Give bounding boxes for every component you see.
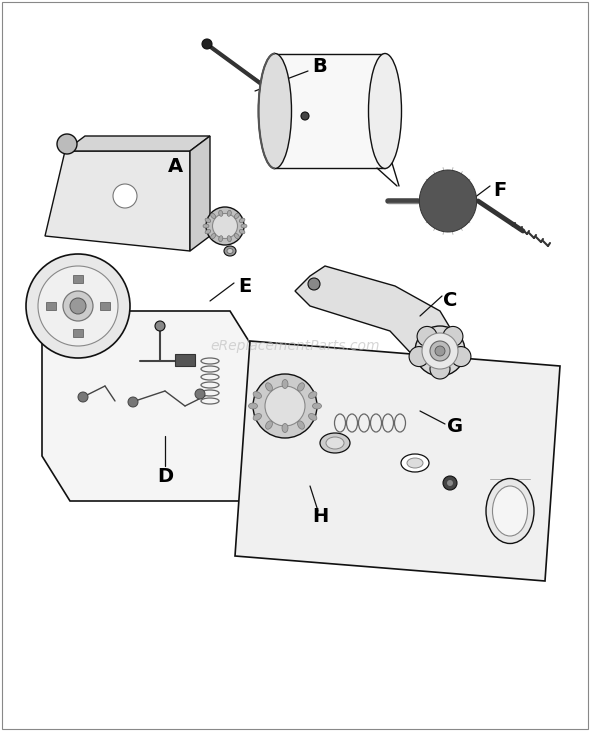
Text: A: A (168, 156, 182, 175)
Ellipse shape (309, 414, 317, 420)
Bar (46, 302, 56, 310)
Circle shape (430, 359, 450, 379)
Circle shape (422, 333, 458, 369)
Ellipse shape (241, 224, 247, 228)
Circle shape (113, 184, 137, 208)
Ellipse shape (309, 392, 317, 398)
Text: eReplacementParts.com: eReplacementParts.com (210, 339, 380, 353)
Ellipse shape (205, 230, 211, 234)
Ellipse shape (407, 458, 423, 468)
Text: G: G (447, 417, 463, 436)
Ellipse shape (234, 233, 240, 239)
Polygon shape (190, 136, 210, 251)
Circle shape (451, 346, 471, 366)
Polygon shape (419, 170, 477, 232)
Ellipse shape (266, 421, 273, 429)
Ellipse shape (266, 383, 273, 391)
Ellipse shape (253, 392, 261, 398)
Circle shape (447, 480, 453, 486)
Circle shape (63, 291, 93, 321)
Text: C: C (443, 292, 457, 311)
Ellipse shape (206, 207, 244, 245)
Circle shape (38, 266, 118, 346)
Polygon shape (42, 311, 255, 501)
Circle shape (443, 476, 457, 490)
Ellipse shape (234, 213, 240, 219)
Polygon shape (65, 136, 210, 151)
Circle shape (415, 326, 465, 376)
Ellipse shape (253, 414, 261, 420)
Polygon shape (295, 266, 455, 369)
Ellipse shape (493, 486, 527, 536)
Ellipse shape (219, 235, 223, 242)
Ellipse shape (369, 53, 402, 169)
Text: D: D (157, 466, 173, 485)
Polygon shape (235, 341, 560, 581)
Bar (73, 275, 83, 283)
Ellipse shape (219, 211, 223, 216)
Circle shape (308, 278, 320, 290)
Circle shape (265, 386, 305, 426)
Circle shape (195, 389, 205, 399)
Text: H: H (312, 507, 328, 526)
Ellipse shape (320, 433, 350, 453)
Ellipse shape (211, 213, 215, 219)
Circle shape (155, 321, 165, 331)
Text: F: F (493, 181, 507, 200)
Ellipse shape (240, 218, 245, 222)
Ellipse shape (282, 423, 288, 433)
Circle shape (78, 392, 88, 402)
Circle shape (409, 346, 429, 366)
Circle shape (417, 327, 437, 346)
Ellipse shape (282, 379, 288, 388)
Ellipse shape (486, 479, 534, 544)
Ellipse shape (211, 233, 215, 239)
Circle shape (430, 341, 450, 361)
Text: B: B (313, 56, 327, 75)
Bar (73, 329, 83, 337)
Ellipse shape (205, 218, 211, 222)
Ellipse shape (227, 249, 233, 254)
Circle shape (57, 134, 77, 154)
Ellipse shape (401, 454, 429, 472)
Ellipse shape (212, 213, 238, 238)
Ellipse shape (227, 211, 231, 216)
Bar (100, 302, 110, 310)
Circle shape (443, 327, 463, 346)
Circle shape (26, 254, 130, 358)
Circle shape (70, 298, 86, 314)
Bar (175, 354, 195, 366)
Ellipse shape (326, 437, 344, 449)
Circle shape (435, 346, 445, 356)
Ellipse shape (240, 230, 245, 234)
Circle shape (202, 39, 212, 49)
Circle shape (128, 397, 138, 407)
Circle shape (253, 374, 317, 438)
Ellipse shape (248, 403, 257, 409)
Ellipse shape (313, 403, 322, 409)
Ellipse shape (224, 246, 236, 256)
Ellipse shape (258, 53, 291, 169)
Text: E: E (238, 276, 251, 295)
Ellipse shape (203, 224, 209, 228)
Circle shape (301, 112, 309, 120)
Ellipse shape (227, 235, 231, 242)
Polygon shape (45, 151, 190, 251)
Ellipse shape (297, 421, 304, 429)
Ellipse shape (297, 383, 304, 391)
Bar (275, 53, 385, 168)
